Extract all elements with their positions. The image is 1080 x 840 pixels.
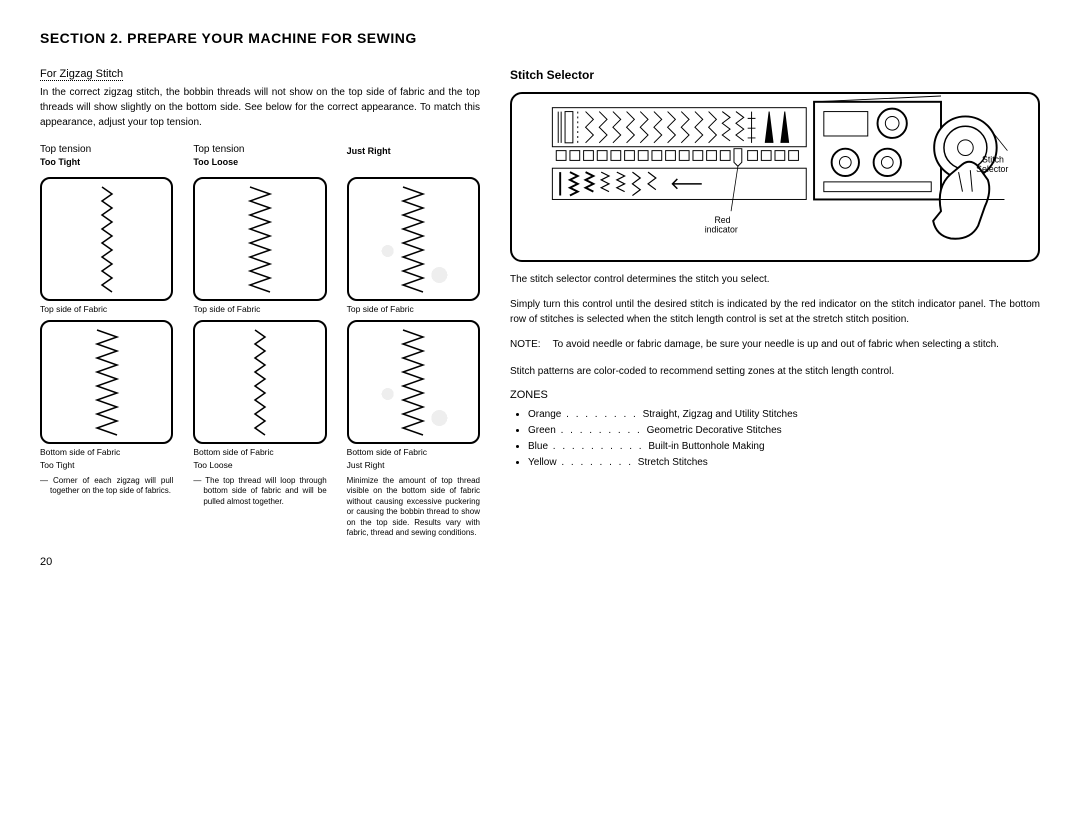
- col-header-2: Just Right: [347, 144, 480, 171]
- machine-illustration-icon: Red indicator: [512, 94, 1038, 260]
- zone-item: Blue . . . . . . . . . . Built-in Button…: [528, 439, 1040, 455]
- note-block: NOTE: To avoid needle or fabric damage, …: [510, 337, 1040, 352]
- col-header-0: Top tension Too Tight: [40, 144, 173, 171]
- svg-text:Selector: Selector: [976, 164, 1008, 174]
- top-fabric-1: Top side of Fabric: [193, 177, 326, 314]
- red-indicator-label: Red: [714, 215, 730, 225]
- state-label: Too Loose: [193, 460, 326, 470]
- tension-label: Top tension: [40, 144, 173, 155]
- zigzag-icon: [388, 325, 438, 440]
- zigzag-icon: [235, 182, 285, 297]
- bottom-fabric-0: Bottom side of Fabric Too Tight: [40, 320, 173, 470]
- stitch-diagram: [40, 320, 173, 444]
- section-title: SECTION 2. PREPARE YOUR MACHINE FOR SEWI…: [40, 30, 1040, 46]
- svg-text:Stitch: Stitch: [982, 154, 1004, 164]
- stitch-diagram: [193, 177, 326, 301]
- zigzag-icon: [82, 325, 132, 440]
- selector-para3: Stitch patterns are color-coded to recom…: [510, 364, 1040, 379]
- note-text: To avoid needle or fabric damage, be sur…: [553, 337, 999, 352]
- zone-item: Green . . . . . . . . . Geometric Decora…: [528, 423, 1040, 439]
- zone-item: Yellow . . . . . . . . Stretch Stitches: [528, 455, 1040, 471]
- bottom-fabric-1: Bottom side of Fabric Too Loose: [193, 320, 326, 470]
- desc-1: — The top thread will loop through botto…: [193, 476, 326, 538]
- stitch-diagram: [40, 177, 173, 301]
- caption: Bottom side of Fabric: [40, 447, 173, 457]
- col-header-1: Top tension Too Loose: [193, 144, 326, 171]
- zone-item: Orange . . . . . . . . Straight, Zigzag …: [528, 407, 1040, 423]
- tension-state: Too Tight: [40, 157, 173, 167]
- stitch-selector-title: Stitch Selector: [510, 68, 1040, 82]
- caption: Top side of Fabric: [193, 304, 326, 314]
- note-label: NOTE:: [510, 337, 541, 352]
- zigzag-icon: [388, 182, 438, 297]
- zones-list: Orange . . . . . . . . Straight, Zigzag …: [510, 407, 1040, 471]
- tension-label: Top tension: [193, 144, 326, 155]
- desc-2: Minimize the amount of top thread visibl…: [347, 476, 480, 538]
- state-label: Just Right: [347, 460, 480, 470]
- right-column: Stitch Selector: [510, 68, 1040, 568]
- caption: Bottom side of Fabric: [347, 447, 480, 457]
- left-column: For Zigzag Stitch In the correct zigzag …: [40, 68, 480, 568]
- selector-illustration: Red indicator: [510, 92, 1040, 262]
- zones-title: ZONES: [510, 389, 1040, 401]
- selector-para1: The stitch selector control determines t…: [510, 272, 1040, 287]
- desc-0: — Corner of each zigzag will pull togeth…: [40, 476, 173, 538]
- selector-para2: Simply turn this control until the desir…: [510, 297, 1040, 327]
- stitch-diagram: [193, 320, 326, 444]
- intro-paragraph: In the correct zigzag stitch, the bobbin…: [40, 85, 480, 130]
- caption: Top side of Fabric: [40, 304, 173, 314]
- page-number: 20: [40, 556, 480, 568]
- state-label: Too Tight: [40, 460, 173, 470]
- tension-state: Too Loose: [193, 157, 326, 167]
- tension-state: Just Right: [347, 146, 480, 156]
- page-columns: For Zigzag Stitch In the correct zigzag …: [40, 68, 1040, 568]
- top-fabric-2: Top side of Fabric: [347, 177, 480, 314]
- zigzag-icon: [82, 182, 132, 297]
- stitch-diagram: [347, 177, 480, 301]
- svg-text:indicator: indicator: [705, 225, 738, 235]
- zigzag-icon: [235, 325, 285, 440]
- zigzag-subheading: For Zigzag Stitch: [40, 68, 123, 81]
- top-fabric-0: Top side of Fabric: [40, 177, 173, 314]
- stitch-diagram: [347, 320, 480, 444]
- bottom-fabric-2: Bottom side of Fabric Just Right: [347, 320, 480, 470]
- caption: Bottom side of Fabric: [193, 447, 326, 457]
- caption: Top side of Fabric: [347, 304, 480, 314]
- tension-grid: Top tension Too Tight Top tension Too Lo…: [40, 144, 480, 538]
